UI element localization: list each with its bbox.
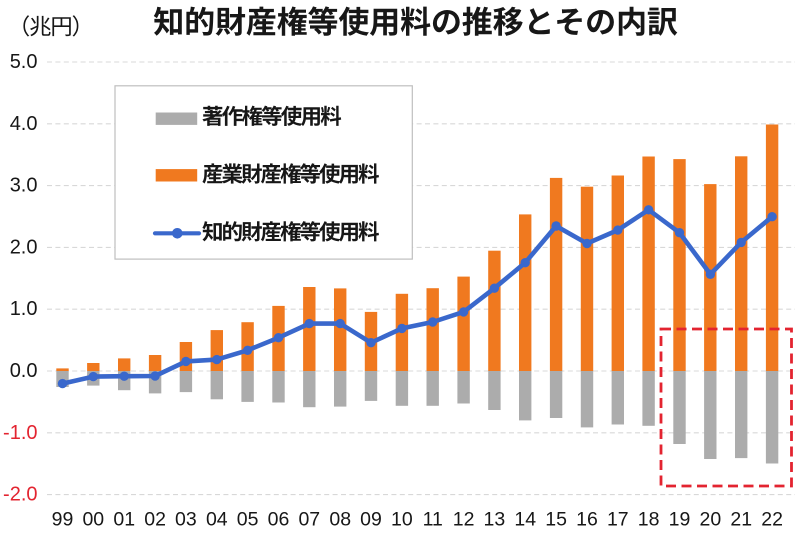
svg-text:10: 10 [391,509,413,531]
svg-text:3.0: 3.0 [10,175,38,197]
svg-text:16: 16 [576,509,598,531]
svg-text:13: 13 [484,509,506,531]
svg-text:21: 21 [730,509,752,531]
svg-text:20: 20 [700,509,722,531]
svg-text:5.0: 5.0 [10,51,38,73]
svg-text:12: 12 [453,509,475,531]
svg-text:02: 02 [144,509,166,531]
svg-text:11: 11 [423,509,443,531]
svg-text:2.0: 2.0 [10,236,38,258]
svg-text:19: 19 [669,509,691,531]
svg-text:18: 18 [638,509,660,531]
svg-text:07: 07 [298,509,320,531]
svg-text:05: 05 [237,509,259,531]
svg-text:08: 08 [329,509,351,531]
svg-text:17: 17 [607,509,629,531]
svg-text:15: 15 [545,509,567,531]
svg-text:14: 14 [514,509,536,531]
svg-text:09: 09 [360,509,382,531]
svg-text:-2.0: -2.0 [3,484,37,506]
svg-text:06: 06 [268,509,290,531]
svg-text:22: 22 [761,509,783,531]
svg-text:-1.0: -1.0 [3,422,37,444]
svg-text:03: 03 [175,509,197,531]
svg-text:01: 01 [113,509,135,531]
svg-text:4.0: 4.0 [10,113,38,135]
svg-text:04: 04 [206,509,228,531]
svg-text:00: 00 [82,509,104,531]
svg-text:99: 99 [52,509,74,531]
svg-text:1.0: 1.0 [10,298,38,320]
svg-text:0.0: 0.0 [10,360,38,382]
